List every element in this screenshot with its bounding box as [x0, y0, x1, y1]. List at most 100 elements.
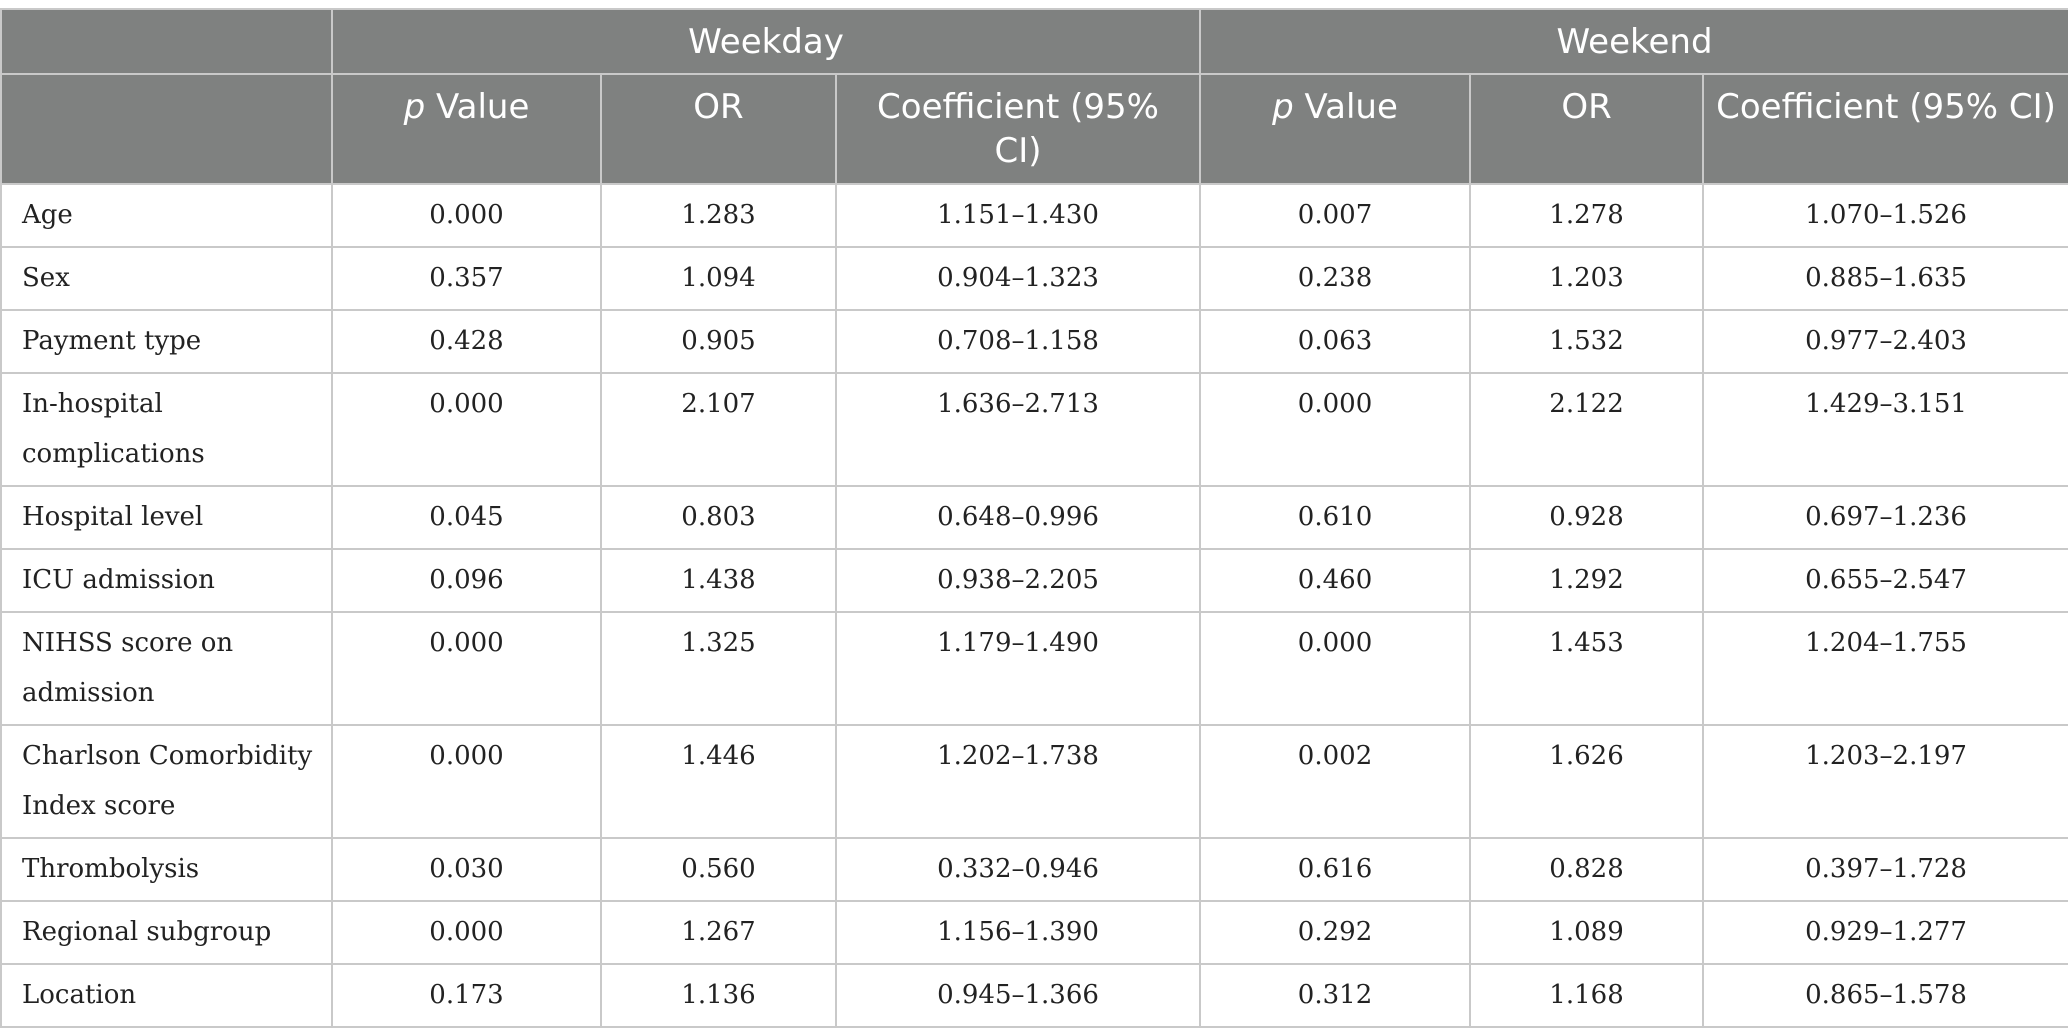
weekday-p-value: 0.000 [331, 724, 602, 839]
p-value-suffix: Value [1293, 87, 1398, 127]
weekday-or: 2.107 [600, 372, 837, 487]
weekend-ci: 0.655–2.547 [1702, 548, 2068, 613]
weekday-ci: 0.945–1.366 [834, 963, 1202, 1028]
weekday-p-value: 0.428 [331, 309, 602, 374]
weekday-or: 1.136 [600, 963, 837, 1028]
table-row: In-hospital complications 0.000 2.107 1.… [0, 372, 2068, 487]
weekday-or: 0.803 [600, 485, 837, 550]
weekend-or: 0.828 [1469, 837, 1705, 902]
results-table: Weekday Weekend p Value OR Coefficient (… [0, 8, 2068, 1028]
row-label: Regional subgroup [0, 900, 333, 965]
weekend-p-value-header: p Value [1199, 73, 1472, 185]
weekend-p-value: 0.292 [1199, 900, 1472, 965]
weekday-ci: 1.202–1.738 [834, 724, 1202, 839]
weekend-ci: 1.204–1.755 [1702, 611, 2068, 726]
weekday-p-value: 0.000 [331, 372, 602, 487]
column-header-row: p Value OR Coefficient (95% CI) p Value … [0, 73, 2068, 185]
weekday-or: 0.905 [600, 309, 837, 374]
weekend-ci: 1.429–3.151 [1702, 372, 2068, 487]
weekend-coefficient-header: Coefficient (95% CI) [1702, 73, 2068, 185]
weekday-or: 1.267 [600, 900, 837, 965]
p-value-suffix: Value [425, 87, 530, 127]
row-label: Hospital level [0, 485, 333, 550]
weekend-ci: 0.929–1.277 [1702, 900, 2068, 965]
group-header-row: Weekday Weekend [0, 8, 2068, 75]
table-body: Age 0.000 1.283 1.151–1.430 0.007 1.278 … [0, 183, 2068, 1028]
weekday-p-value: 0.030 [331, 837, 602, 902]
variable-header-cell [0, 73, 333, 185]
row-label: Payment type [0, 309, 333, 374]
weekend-p-value: 0.238 [1199, 246, 1472, 311]
weekday-ci: 1.636–2.713 [834, 372, 1202, 487]
weekend-or: 1.168 [1469, 963, 1705, 1028]
row-label: Sex [0, 246, 333, 311]
weekend-p-value: 0.312 [1199, 963, 1472, 1028]
weekday-group-header: Weekday [330, 8, 1202, 75]
table-row: ICU admission 0.096 1.438 0.938–2.205 0.… [0, 548, 2068, 613]
weekend-p-value: 0.002 [1199, 724, 1472, 839]
row-label: In-hospital complications [0, 372, 333, 487]
row-label: ICU admission [0, 548, 333, 613]
weekday-p-value: 0.173 [331, 963, 602, 1028]
table-row: NIHSS score on admission 0.000 1.325 1.1… [0, 611, 2068, 726]
weekend-or: 1.626 [1469, 724, 1705, 839]
weekday-ci: 0.938–2.205 [834, 548, 1202, 613]
weekday-ci: 0.332–0.946 [834, 837, 1202, 902]
weekend-ci: 0.977–2.403 [1702, 309, 2068, 374]
weekend-ci: 0.397–1.728 [1702, 837, 2068, 902]
weekend-ci: 0.697–1.236 [1702, 485, 2068, 550]
table-row: Payment type 0.428 0.905 0.708–1.158 0.0… [0, 309, 2068, 374]
weekday-or: 0.560 [600, 837, 837, 902]
weekday-p-value: 0.357 [331, 246, 602, 311]
weekend-group-header: Weekend [1199, 8, 2068, 75]
weekday-p-value: 0.000 [331, 183, 602, 248]
weekday-coefficient-header: Coefficient (95% CI) [834, 73, 1202, 185]
weekday-or: 1.325 [600, 611, 837, 726]
weekend-or: 1.278 [1469, 183, 1705, 248]
weekday-ci: 1.179–1.490 [834, 611, 1202, 726]
weekend-or: 1.453 [1469, 611, 1705, 726]
weekend-p-value: 0.000 [1199, 372, 1472, 487]
weekday-p-value: 0.000 [331, 611, 602, 726]
weekday-or: 1.094 [600, 246, 837, 311]
weekend-p-value: 0.000 [1199, 611, 1472, 726]
weekday-p-value: 0.000 [331, 900, 602, 965]
weekend-or: 2.122 [1469, 372, 1705, 487]
weekday-or-header: OR [600, 73, 837, 185]
row-label: NIHSS score on admission [0, 611, 333, 726]
p-symbol: p [403, 87, 426, 127]
weekday-ci: 1.156–1.390 [834, 900, 1202, 965]
table-row: Thrombolysis 0.030 0.560 0.332–0.946 0.6… [0, 837, 2068, 902]
table-header: Weekday Weekend p Value OR Coefficient (… [0, 8, 2068, 185]
weekend-ci: 1.203–2.197 [1702, 724, 2068, 839]
table-row: Regional subgroup 0.000 1.267 1.156–1.39… [0, 900, 2068, 965]
p-symbol: p [1272, 87, 1294, 127]
weekday-ci: 1.151–1.430 [834, 183, 1202, 248]
weekend-or: 1.089 [1469, 900, 1705, 965]
weekend-or-header: OR [1469, 73, 1705, 185]
row-label: Age [0, 183, 333, 248]
weekend-p-value: 0.460 [1199, 548, 1472, 613]
table-row: Location 0.173 1.136 0.945–1.366 0.312 1… [0, 963, 2068, 1028]
weekday-ci: 0.648–0.996 [834, 485, 1202, 550]
weekday-or: 1.283 [600, 183, 837, 248]
table-row: Charlson Comorbidity Index score 0.000 1… [0, 724, 2068, 839]
weekend-p-value: 0.610 [1199, 485, 1472, 550]
weekend-p-value: 0.616 [1199, 837, 1472, 902]
weekend-or: 1.203 [1469, 246, 1705, 311]
weekend-or: 0.928 [1469, 485, 1705, 550]
weekday-p-value-header: p Value [331, 73, 602, 185]
row-label: Location [0, 963, 333, 1028]
corner-header-cell [0, 8, 333, 75]
weekend-p-value: 0.063 [1199, 309, 1472, 374]
table-row: Sex 0.357 1.094 0.904–1.323 0.238 1.203 … [0, 246, 2068, 311]
weekend-ci: 1.070–1.526 [1702, 183, 2068, 248]
row-label: Charlson Comorbidity Index score [0, 724, 333, 839]
weekend-p-value: 0.007 [1199, 183, 1472, 248]
weekday-or: 1.446 [600, 724, 837, 839]
weekday-or: 1.438 [600, 548, 837, 613]
table-row: Age 0.000 1.283 1.151–1.430 0.007 1.278 … [0, 183, 2068, 248]
weekend-ci: 0.885–1.635 [1702, 246, 2068, 311]
weekday-p-value: 0.045 [331, 485, 602, 550]
weekend-or: 1.292 [1469, 548, 1705, 613]
